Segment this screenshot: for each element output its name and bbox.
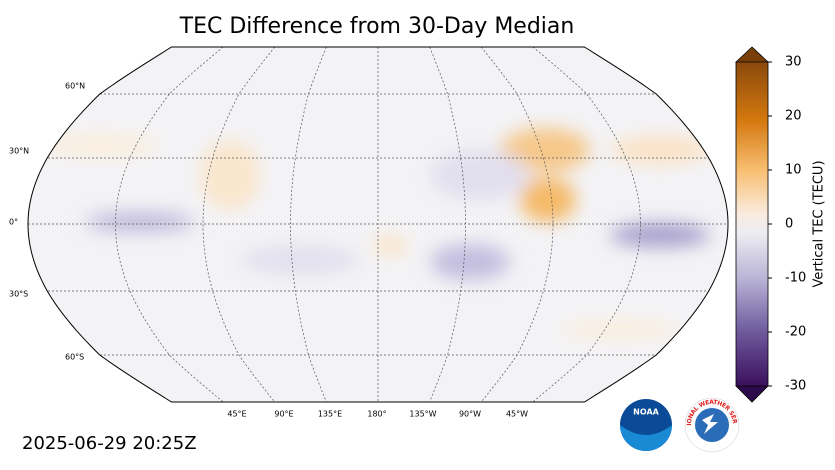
meridian [290,47,327,402]
map-border [27,46,729,403]
colorbar-tick-label: 10 [785,163,802,178]
lon-label: 135°W [409,410,436,419]
colorbar-tick-label: -10 [785,271,806,286]
colorbar-tick-label: 20 [785,109,802,124]
colorbar-tick-label: -20 [785,325,806,340]
colorbar-fill [736,62,768,386]
noaa-logo: NOAA [620,399,672,451]
colorbar-extend-bottom [735,385,769,403]
map-field [28,47,728,402]
lat-label: 60°S [65,353,84,362]
colorbar-tick-label: -30 [785,379,806,394]
anomaly-shading [40,128,710,340]
noaa-text: NOAA [633,408,659,417]
lon-label: 180° [367,410,386,419]
lon-label: 90°W [459,410,481,419]
lon-label: 135°E [318,410,342,419]
graticule [28,47,728,402]
timestamp: 2025-06-29 20:25Z [22,433,197,454]
colorbar: Vertical TEC (TECU) 30 20 10 0 -10 -20 -30 [734,46,827,403]
colorbar-extend-top [734,46,770,63]
lat-label: 60°N [65,82,85,91]
lat-label: 30°N [9,147,29,156]
title: TEC Difference from 30-Day Median [179,14,575,39]
colorbar-label: Vertical TEC (TECU) [812,160,827,287]
lon-label: 45°E [227,410,246,419]
lon-label: 45°W [506,410,528,419]
colorbar-tick-label: 30 [785,55,802,70]
lon-label: 90°E [274,410,293,419]
colorbar-tick-label: 0 [785,217,793,232]
meridian [202,47,276,402]
lat-label: 30°S [9,290,28,299]
lat-label: 0° [9,218,18,227]
